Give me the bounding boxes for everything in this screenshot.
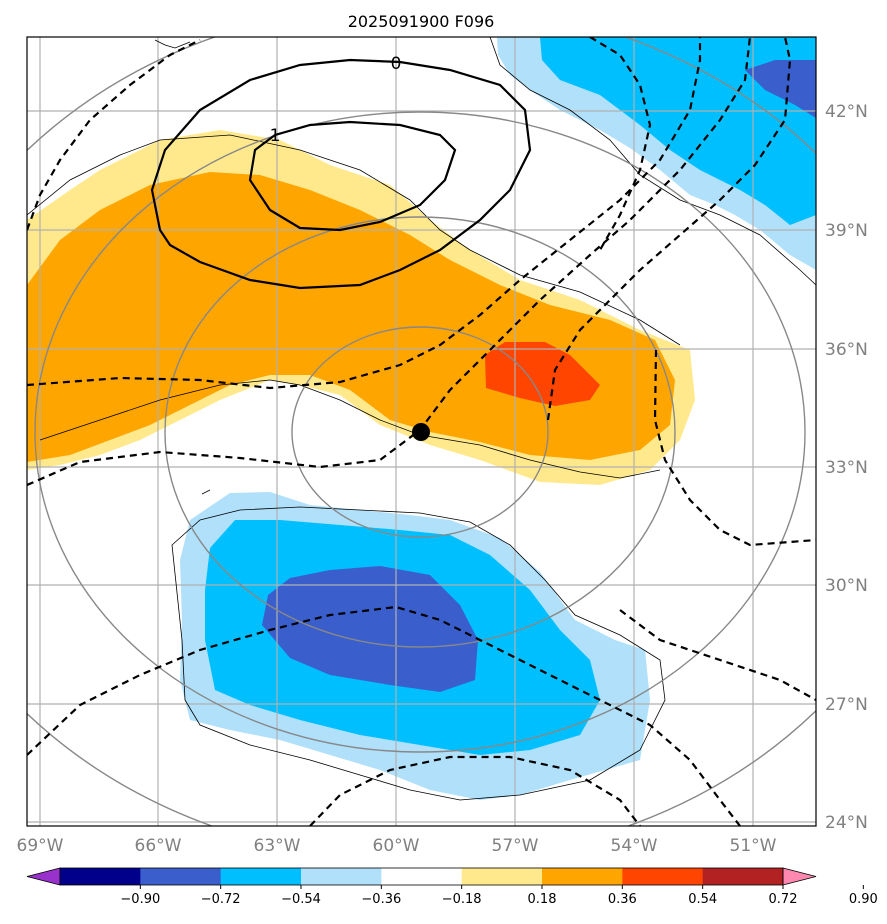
colorbar-segment — [60, 868, 141, 885]
colorbar-tick-label: −0.36 — [361, 892, 401, 907]
lat-label: 42°N — [825, 102, 868, 122]
latitude-labels: 42°N 39°N 36°N 33°N 30°N 27°N 24°N — [825, 102, 868, 833]
solid-contours — [150, 58, 532, 290]
thin-contour-sw-outline — [171, 506, 666, 801]
thin-contour-south-band — [39, 379, 661, 479]
colorbar: −0.90 −0.72 −0.54 −0.36 −0.18 0.18 0.36 0.54 0.7… — [26, 867, 878, 907]
colorbar-tick-label: 0.72 — [769, 892, 798, 907]
colorbar-outline — [59, 867, 784, 886]
thin-contour-north — [27, 134, 681, 346]
colorbar-tick-label: 0.18 — [528, 892, 557, 907]
contour-label-one: 1 — [270, 126, 281, 146]
lat-label: 33°N — [825, 458, 868, 478]
anomaly-fill-red-orange — [485, 342, 600, 406]
lon-label: 69°W — [17, 836, 64, 856]
lon-label: 54°W — [611, 836, 658, 856]
colorbar-extend-low — [26, 867, 61, 886]
contour-1 — [248, 120, 457, 232]
colorbar-tick-label: 0.36 — [608, 892, 637, 907]
colorbar-tick-label: −0.72 — [201, 892, 241, 907]
colorbar-segment — [301, 868, 382, 885]
colorbar-segment — [702, 868, 784, 885]
anomaly-fill-royal-blue-sw — [262, 566, 478, 692]
lat-label: 27°N — [825, 695, 868, 715]
distance-rings — [27, 37, 816, 826]
lat-label: 24°N — [825, 813, 868, 833]
chart-title: 2025091900 F096 — [348, 12, 495, 31]
colorbar-tick-label: −0.90 — [120, 892, 160, 907]
thin-contour-ne-outline — [489, 37, 816, 286]
colorbar-segment — [140, 868, 222, 885]
lat-label: 30°N — [825, 576, 868, 596]
colorbar-segment — [622, 868, 704, 885]
map-plot-area: 0 1 — [27, 37, 816, 826]
colorbar-segment — [461, 868, 543, 885]
contour-0 — [150, 58, 532, 290]
colorbar-extend-high — [782, 867, 817, 886]
coastline-fragment — [154, 39, 211, 495]
anomaly-fill-blue-ne — [540, 37, 816, 225]
lon-label: 57°W — [492, 836, 539, 856]
colorbar-segment — [381, 868, 463, 885]
lon-label: 51°W — [730, 836, 777, 856]
anomaly-fill-royal-blue-ne — [745, 60, 816, 118]
colorbar-tick-label: 0.90 — [849, 892, 878, 907]
lon-label: 63°W — [254, 836, 301, 856]
colorbar-tick-label: 0.54 — [688, 892, 717, 907]
lon-label: 66°W — [135, 836, 182, 856]
lat-label: 36°N — [825, 340, 868, 360]
colorbar-segment — [542, 868, 623, 885]
dashed-contours — [27, 37, 816, 826]
lon-label: 60°W — [373, 836, 420, 856]
longitude-labels: 69°W 66°W 63°W 60°W 57°W 54°W 51°W — [17, 836, 777, 856]
colorbar-tick-label: −0.18 — [442, 892, 482, 907]
map-frame — [26, 36, 817, 827]
colorbar-segment — [220, 868, 302, 885]
contour-label-zero: 0 — [391, 54, 402, 74]
lat-label: 39°N — [825, 221, 868, 241]
storm-center-marker — [412, 423, 430, 441]
colorbar-tick-label: −0.54 — [281, 892, 321, 907]
